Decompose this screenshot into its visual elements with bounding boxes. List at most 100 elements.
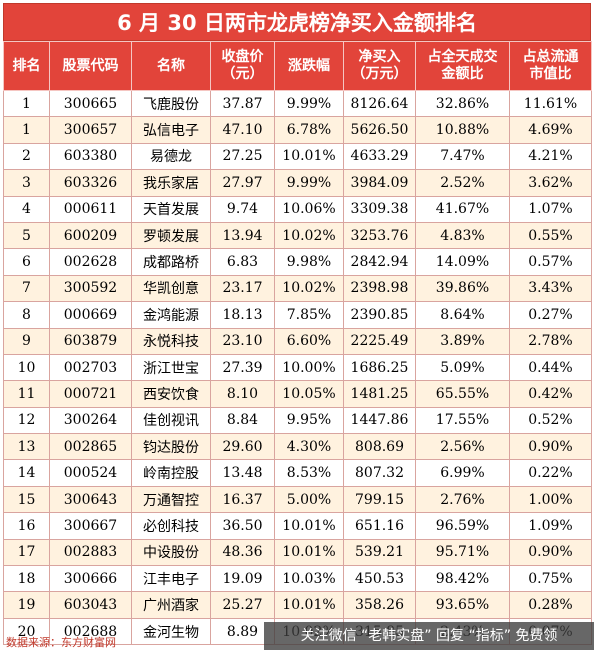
- close-price-cell: 23.10: [210, 327, 275, 355]
- rank-cell: 11: [3, 380, 50, 408]
- change-cell: 10.01%: [274, 591, 344, 619]
- name-cell: 永悦科技: [131, 327, 211, 355]
- change-cell: 10.06%: [274, 195, 344, 223]
- turnover-ratio-cell: 39.86%: [415, 274, 510, 303]
- table-row: 5 600209 罗顿发展 13.94 10.02% 3253.76 4.83% 0.55%: [3, 221, 592, 250]
- column-header: 占全天成交 金额比: [415, 41, 510, 91]
- net-buy-cell: 2225.49: [343, 327, 416, 355]
- change-cell: 10.02%: [274, 221, 344, 250]
- float-ratio-cell: 3.43%: [509, 274, 592, 303]
- table-row: 13 002865 钧达股份 29.60 4.30% 808.69 2.56% 0.90%: [3, 433, 592, 461]
- net-buy-cell: 1447.86: [343, 406, 416, 435]
- name-cell: 钧达股份: [131, 433, 211, 461]
- rank-cell: 8: [3, 301, 50, 329]
- change-cell: 10.03%: [274, 565, 344, 593]
- name-cell: 成都路桥: [131, 248, 211, 276]
- footer: 数据来源：东方财富网 关注微信 “老韩实盘” 回复 “指标” 免费领: [0, 622, 594, 654]
- net-buy-cell: 808.69: [343, 433, 416, 461]
- data-source-note: 数据来源：东方财富网: [6, 636, 116, 649]
- name-cell: 必创科技: [131, 512, 211, 540]
- table-row: 18 300666 江丰电子 19.09 10.03% 450.53 98.42% 0.75%: [3, 565, 592, 593]
- close-price-cell: 13.94: [210, 221, 275, 250]
- change-cell: 8.53%: [274, 459, 344, 487]
- rank-cell: 4: [3, 195, 50, 223]
- turnover-ratio-cell: 10.88%: [415, 116, 510, 144]
- header-row: 排名 股票代码 名称 收盘价 （元） 涨跌幅 净买入 （万元） 占全天成交 金额比 占总流通 …: [3, 41, 592, 91]
- close-price-cell: 13.48: [210, 459, 275, 487]
- float-ratio-cell: 0.22%: [509, 459, 592, 487]
- float-ratio-cell: 3.62%: [509, 169, 592, 197]
- rank-cell: 10: [3, 353, 50, 382]
- float-ratio-cell: 0.90%: [509, 433, 592, 461]
- watermark-banner: 关注微信 “老韩实盘” 回复 “指标” 免费领: [264, 622, 594, 650]
- table-row: 14 000524 岭南控股 13.48 8.53% 807.32 6.99% 0.22%: [3, 459, 592, 487]
- net-buy-cell: 4633.29: [343, 142, 416, 171]
- float-ratio-cell: 0.75%: [509, 565, 592, 593]
- change-cell: 7.85%: [274, 301, 344, 329]
- close-price-cell: 48.36: [210, 538, 275, 567]
- code-cell: 000524: [49, 459, 132, 487]
- turnover-ratio-cell: 17.55%: [415, 406, 510, 435]
- change-cell: 10.01%: [274, 512, 344, 540]
- change-cell: 4.30%: [274, 433, 344, 461]
- table-row: 3 603326 我乐家居 27.97 9.99% 3984.09 2.52% 3.62%: [3, 169, 592, 197]
- rank-cell: 15: [3, 485, 50, 514]
- close-price-cell: 37.87: [210, 89, 275, 118]
- turnover-ratio-cell: 2.52%: [415, 169, 510, 197]
- turnover-ratio-cell: 32.86%: [415, 89, 510, 118]
- turnover-ratio-cell: 14.09%: [415, 248, 510, 276]
- float-ratio-cell: 0.27%: [509, 301, 592, 329]
- rank-cell: 19: [3, 591, 50, 619]
- float-ratio-cell: 4.21%: [509, 142, 592, 171]
- net-buy-cell: 1481.25: [343, 380, 416, 408]
- rank-cell: 1: [3, 116, 50, 144]
- close-price-cell: 19.09: [210, 565, 275, 593]
- rank-cell: 1: [3, 89, 50, 118]
- code-cell: 000611: [49, 195, 132, 223]
- name-cell: 飞鹿股份: [131, 89, 211, 118]
- rank-cell: 9: [3, 327, 50, 355]
- turnover-ratio-cell: 93.65%: [415, 591, 510, 619]
- turnover-ratio-cell: 65.55%: [415, 380, 510, 408]
- change-cell: 10.01%: [274, 538, 344, 567]
- change-cell: 9.99%: [274, 169, 344, 197]
- name-cell: 佳创视讯: [131, 406, 211, 435]
- table-row: 6 002628 成都路桥 6.83 9.98% 2842.94 14.09% 0.57%: [3, 248, 592, 276]
- change-cell: 9.95%: [274, 406, 344, 435]
- ranking-table-container: 6 月 30 日两市龙虎榜净买入金额排名 排名 股票代码 名称 收盘价 （元） 涨跌幅净…: [3, 3, 592, 646]
- float-ratio-cell: 1.00%: [509, 485, 592, 514]
- table-row: 8 000669 金鸿能源 18.13 7.85% 2390.85 8.64% 0.27%: [3, 301, 592, 329]
- name-cell: 万通智控: [131, 485, 211, 514]
- close-price-cell: 8.84: [210, 406, 275, 435]
- turnover-ratio-cell: 5.09%: [415, 353, 510, 382]
- table-row: 9 603879 永悦科技 23.10 6.60% 2225.49 3.89% 2.78%: [3, 327, 592, 355]
- net-buy-cell: 2398.98: [343, 274, 416, 303]
- table-row: 19 603043 广州酒家 25.27 10.01% 358.26 93.65% 0.28%: [3, 591, 592, 619]
- change-cell: 9.99%: [274, 89, 344, 118]
- float-ratio-cell: 0.28%: [509, 591, 592, 619]
- name-cell: 我乐家居: [131, 169, 211, 197]
- code-cell: 002703: [49, 353, 132, 382]
- rank-cell: 20: [3, 617, 50, 646]
- float-ratio-cell: 4.69%: [509, 116, 592, 144]
- float-ratio-cell: 0.55%: [509, 221, 592, 250]
- name-cell: 弘信电子: [131, 116, 211, 144]
- float-ratio-cell: 11.61%: [509, 89, 592, 118]
- column-header: 涨跌幅: [274, 41, 344, 91]
- column-header: 收盘价 （元）: [210, 41, 275, 91]
- name-cell: 金河生物: [131, 617, 211, 646]
- code-cell: 603043: [49, 591, 132, 619]
- net-buy-cell: 450.53: [343, 565, 416, 593]
- close-price-cell: 27.39: [210, 353, 275, 382]
- close-price-cell: 9.74: [210, 195, 275, 223]
- column-header: 股票代码: [49, 41, 132, 91]
- net-buy-cell: 3309.38: [343, 195, 416, 223]
- name-cell: 广州酒家: [131, 591, 211, 619]
- table-row: 2 603380 易德龙 27.25 10.01% 4633.29 7.47% 4.21%: [3, 142, 592, 171]
- net-buy-cell: 539.21: [343, 538, 416, 567]
- code-cell: 603380: [49, 142, 132, 171]
- float-ratio-cell: 1.07%: [509, 195, 592, 223]
- code-cell: 300264: [49, 406, 132, 435]
- change-cell: 10.00%: [274, 353, 344, 382]
- name-cell: 华凯创意: [131, 274, 211, 303]
